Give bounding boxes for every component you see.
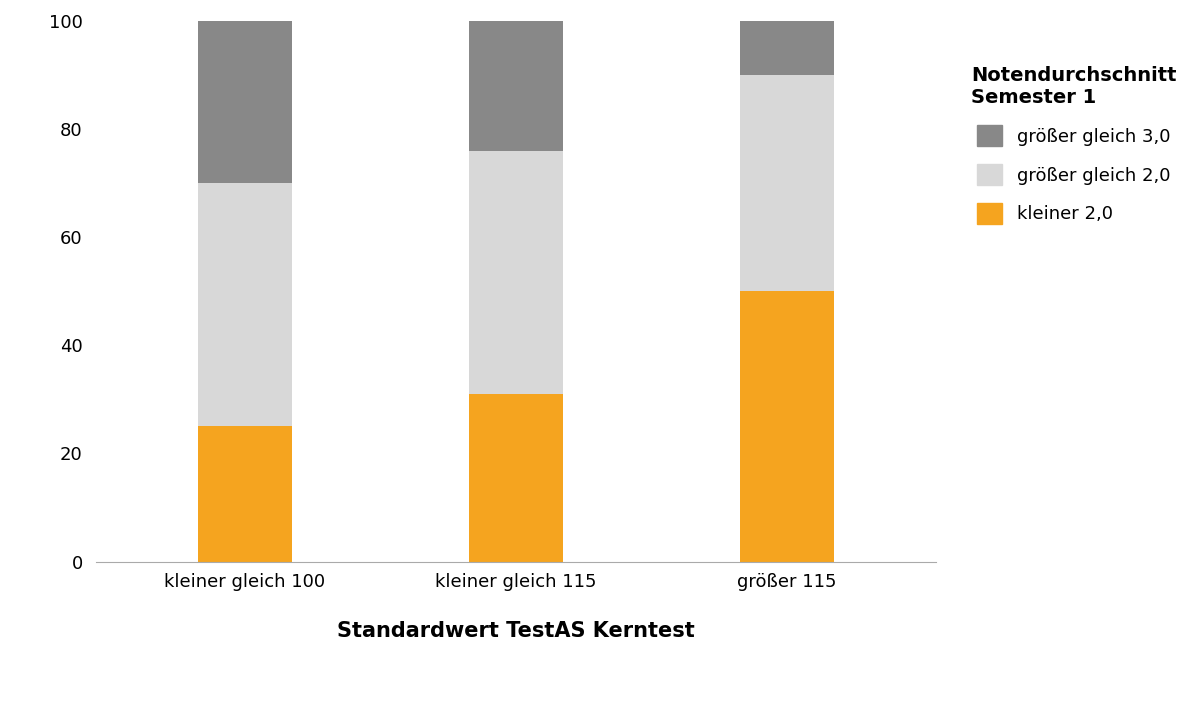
- Bar: [468, 394, 564, 562]
- Bar: [198, 21, 293, 183]
- Bar: [739, 291, 834, 562]
- Bar: [198, 183, 293, 427]
- Bar: [739, 21, 834, 75]
- Bar: [468, 151, 564, 394]
- Bar: [198, 427, 293, 562]
- Bar: [468, 21, 564, 151]
- X-axis label: Standardwert TestAS Kerntest: Standardwert TestAS Kerntest: [337, 621, 695, 641]
- Bar: [739, 75, 834, 291]
- Legend: größer gleich 3,0, größer gleich 2,0, kleiner 2,0: größer gleich 3,0, größer gleich 2,0, kl…: [962, 57, 1186, 233]
